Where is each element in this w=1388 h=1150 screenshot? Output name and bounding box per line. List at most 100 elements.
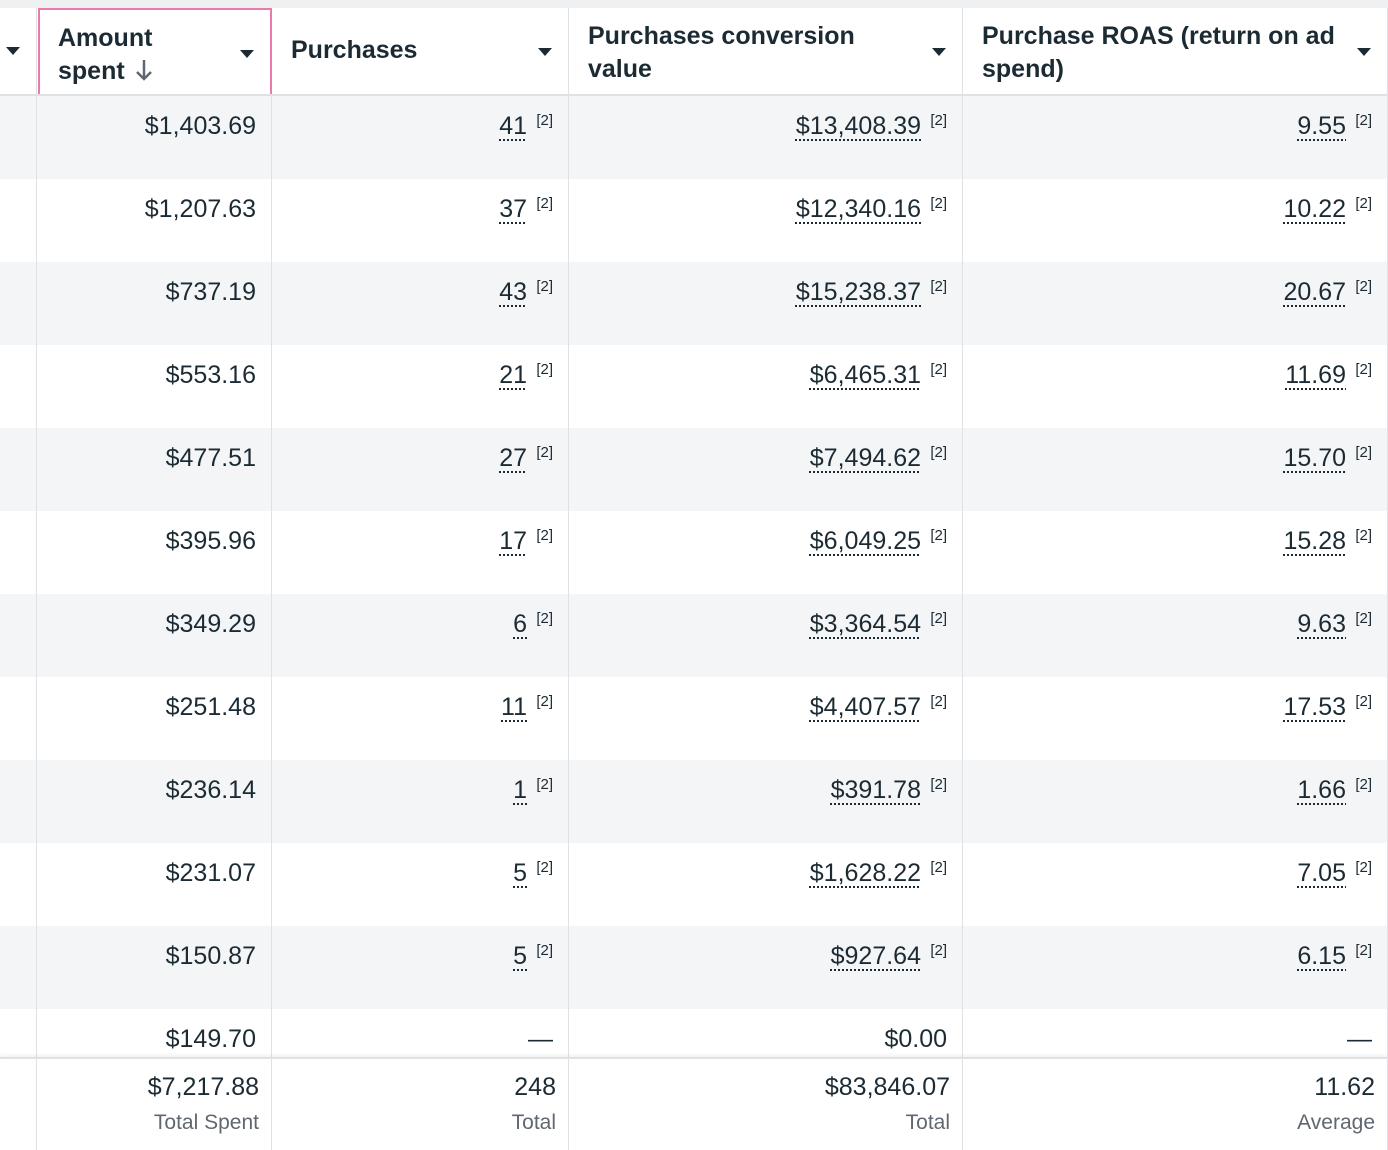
purchases-value[interactable]: 1 xyxy=(513,776,527,804)
roas-value[interactable]: 15.28 xyxy=(1283,527,1346,555)
footnote-marker[interactable]: [2] xyxy=(930,942,947,959)
footnote-marker[interactable]: [2] xyxy=(930,195,947,212)
conversion-value[interactable]: $4,407.57 xyxy=(809,693,921,721)
purchases-value[interactable]: 21 xyxy=(499,361,527,389)
footnote-marker[interactable]: [2] xyxy=(536,693,553,710)
purchases-cell: 21 [2] xyxy=(273,345,569,428)
footnote-marker[interactable]: [2] xyxy=(930,859,947,876)
conversion-value[interactable]: $12,340.16 xyxy=(795,195,921,223)
roas-value[interactable]: 9.63 xyxy=(1297,610,1346,638)
chevron-down-icon[interactable] xyxy=(538,48,552,56)
conversion-value[interactable]: $13,408.39 xyxy=(795,112,921,140)
row-lead-cell xyxy=(0,926,37,1009)
amount-cell: $477.51 xyxy=(38,428,272,511)
row-lead-cell xyxy=(0,760,37,843)
roas-cell: 15.70 [2] xyxy=(964,428,1388,511)
footnote-marker[interactable]: [2] xyxy=(536,278,553,295)
conversion-value[interactable]: $6,049.25 xyxy=(809,527,921,555)
roas-value[interactable]: 11.69 xyxy=(1285,361,1346,389)
roas-label-line2: spend) xyxy=(982,55,1064,83)
conversion-value[interactable]: $1,628.22 xyxy=(809,859,921,887)
column-header-purchases[interactable]: Purchases xyxy=(273,8,569,94)
purchases-value[interactable]: 6 xyxy=(513,610,527,638)
footnote-marker[interactable]: [2] xyxy=(1355,527,1372,544)
footnote-marker[interactable]: [2] xyxy=(536,610,553,627)
footnote-marker[interactable]: [2] xyxy=(536,527,553,544)
footnote-marker[interactable]: [2] xyxy=(1355,776,1372,793)
footnote-marker[interactable]: [2] xyxy=(930,776,947,793)
footnote-marker[interactable]: [2] xyxy=(536,859,553,876)
row-lead-cell xyxy=(0,1009,37,1092)
conversion-value[interactable]: $3,364.54 xyxy=(809,610,921,638)
row-lead-cell xyxy=(0,345,37,428)
footnote-marker[interactable]: [2] xyxy=(536,776,553,793)
amount-spent-value: $236.14 xyxy=(165,776,256,804)
footnote-marker[interactable]: [2] xyxy=(536,195,553,212)
conversion-value[interactable]: $391.78 xyxy=(830,776,921,804)
purchases-value[interactable]: 5 xyxy=(513,859,527,887)
purchases-value[interactable]: 11 xyxy=(501,693,527,721)
sort-descending-icon[interactable] xyxy=(134,58,154,82)
footnote-marker[interactable]: [2] xyxy=(930,112,947,129)
chevron-down-icon[interactable] xyxy=(240,50,254,58)
footnote-marker[interactable]: [2] xyxy=(1355,112,1372,129)
purchases-value[interactable]: 37 xyxy=(499,195,527,223)
roas-cell: 20.67 [2] xyxy=(964,262,1388,345)
purchases-total: 248 xyxy=(514,1073,556,1101)
purchases-value[interactable]: 27 xyxy=(499,444,527,472)
conversion-value-cell: $7,494.62 [2] xyxy=(570,428,963,511)
footnote-marker[interactable]: [2] xyxy=(1355,942,1372,959)
purchases-value[interactable]: 5 xyxy=(513,942,527,970)
amount-total-cell: $7,217.88 Total Spent xyxy=(38,1059,272,1150)
amount-cell: $236.14 xyxy=(38,760,272,843)
chevron-down-icon[interactable] xyxy=(6,47,20,55)
roas-cell: 11.69 [2] xyxy=(964,345,1388,428)
footnote-marker[interactable]: [2] xyxy=(930,610,947,627)
conversion-value: $0.00 xyxy=(884,1025,947,1053)
chevron-down-icon[interactable] xyxy=(932,48,946,56)
column-header-conversion-value[interactable]: Purchases conversion value xyxy=(570,8,963,94)
footnote-marker[interactable]: [2] xyxy=(1355,195,1372,212)
conversion-value-cell: $927.64 [2] xyxy=(570,926,963,1009)
footnote-marker[interactable]: [2] xyxy=(1355,693,1372,710)
footnote-marker[interactable]: [2] xyxy=(1355,278,1372,295)
footnote-marker[interactable]: [2] xyxy=(930,527,947,544)
footnote-marker[interactable]: [2] xyxy=(536,444,553,461)
conversion-value[interactable]: $927.64 xyxy=(830,942,921,970)
conversion-value-cell: $4,407.57 [2] xyxy=(570,677,963,760)
footnote-marker[interactable]: [2] xyxy=(930,444,947,461)
column-header-amount-spent[interactable]: Amount spent xyxy=(38,8,272,94)
chevron-down-icon[interactable] xyxy=(1357,48,1371,56)
footnote-marker[interactable]: [2] xyxy=(1355,610,1372,627)
purchases-value[interactable]: 43 xyxy=(499,278,527,306)
roas-value[interactable]: 20.67 xyxy=(1283,278,1346,306)
column-header-previous[interactable] xyxy=(0,8,37,94)
roas-value[interactable]: 15.70 xyxy=(1283,444,1346,472)
footnote-marker[interactable]: [2] xyxy=(930,693,947,710)
amount-cell: $737.19 xyxy=(38,262,272,345)
footnote-marker[interactable]: [2] xyxy=(1355,859,1372,876)
footnote-marker[interactable]: [2] xyxy=(536,942,553,959)
footnote-marker[interactable]: [2] xyxy=(536,361,553,378)
roas-cell: 9.55 [2] xyxy=(964,96,1388,179)
conversion-value[interactable]: $15,238.37 xyxy=(795,278,921,306)
column-header-roas[interactable]: Purchase ROAS (return on ad spend) xyxy=(964,8,1388,94)
footnote-marker[interactable]: [2] xyxy=(930,278,947,295)
footnote-marker[interactable]: [2] xyxy=(1355,444,1372,461)
roas-value[interactable]: 7.05 xyxy=(1297,859,1346,887)
conversion-value-cell: $6,049.25 [2] xyxy=(570,511,963,594)
roas-value[interactable]: 10.22 xyxy=(1283,195,1346,223)
roas-value[interactable]: 17.53 xyxy=(1283,693,1346,721)
conversion-value[interactable]: $7,494.62 xyxy=(809,444,921,472)
conversion-value[interactable]: $6,465.31 xyxy=(809,361,921,389)
roas-value[interactable]: 6.15 xyxy=(1297,942,1346,970)
conversion-value-cell: $1,628.22 [2] xyxy=(570,843,963,926)
footnote-marker[interactable]: [2] xyxy=(930,361,947,378)
footnote-marker[interactable]: [2] xyxy=(536,112,553,129)
purchases-cell: 6 [2] xyxy=(273,594,569,677)
purchases-value[interactable]: 41 xyxy=(499,112,527,140)
purchases-value[interactable]: 17 xyxy=(499,527,527,555)
roas-value[interactable]: 9.55 xyxy=(1297,112,1346,140)
roas-value[interactable]: 1.66 xyxy=(1297,776,1346,804)
footnote-marker[interactable]: [2] xyxy=(1355,361,1372,378)
